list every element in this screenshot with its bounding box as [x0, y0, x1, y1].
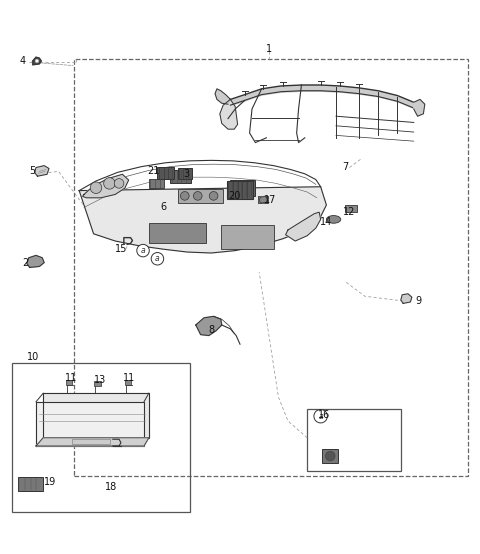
Circle shape	[90, 182, 102, 193]
Text: 5: 5	[29, 166, 36, 176]
Text: 10: 10	[26, 352, 39, 362]
Text: 11: 11	[65, 373, 77, 383]
Circle shape	[104, 178, 115, 189]
Bar	[157, 167, 174, 179]
Text: 18: 18	[105, 482, 118, 493]
Text: a: a	[141, 246, 145, 255]
Bar	[221, 225, 274, 249]
Circle shape	[137, 244, 149, 257]
Circle shape	[325, 452, 335, 461]
Text: 8: 8	[208, 325, 214, 335]
Bar	[170, 170, 191, 183]
Text: 6: 6	[160, 202, 166, 212]
Bar	[322, 449, 338, 463]
Polygon shape	[36, 402, 144, 446]
Bar	[345, 204, 357, 212]
Polygon shape	[79, 187, 326, 253]
Bar	[12, 363, 190, 512]
Bar	[230, 180, 255, 196]
Text: 17: 17	[264, 195, 276, 205]
Polygon shape	[286, 212, 321, 241]
Text: a: a	[318, 412, 323, 420]
Circle shape	[35, 59, 39, 63]
Circle shape	[314, 409, 327, 423]
Polygon shape	[259, 196, 268, 203]
Text: 19: 19	[44, 478, 57, 488]
Text: 14: 14	[320, 217, 333, 227]
Circle shape	[193, 192, 202, 200]
Bar	[178, 189, 223, 203]
Ellipse shape	[326, 216, 341, 223]
Bar	[125, 379, 131, 384]
Text: 21: 21	[147, 166, 160, 176]
Bar	[178, 168, 192, 178]
Polygon shape	[401, 294, 412, 304]
Bar	[149, 223, 206, 243]
Polygon shape	[414, 99, 425, 116]
Text: 13: 13	[94, 375, 106, 385]
Bar	[307, 409, 401, 471]
Text: 7: 7	[342, 162, 349, 172]
Polygon shape	[215, 89, 230, 104]
Text: a: a	[155, 254, 160, 263]
Circle shape	[114, 178, 124, 188]
Text: 15: 15	[115, 244, 127, 254]
Text: 4: 4	[20, 56, 26, 66]
Text: 1: 1	[266, 44, 272, 54]
Polygon shape	[43, 393, 149, 438]
Text: 12: 12	[343, 207, 356, 217]
Text: 11: 11	[122, 373, 135, 383]
Circle shape	[209, 192, 218, 200]
Text: 16: 16	[318, 410, 331, 420]
Bar	[18, 477, 43, 491]
Bar	[149, 178, 164, 188]
Polygon shape	[220, 99, 238, 129]
Polygon shape	[196, 316, 222, 336]
Text: 3: 3	[183, 169, 189, 179]
Polygon shape	[36, 438, 149, 446]
Text: 20: 20	[228, 191, 240, 201]
Circle shape	[151, 253, 164, 265]
Text: 9: 9	[416, 296, 421, 306]
Bar	[94, 381, 101, 387]
Polygon shape	[35, 166, 49, 176]
Polygon shape	[27, 255, 44, 268]
Text: 2: 2	[22, 258, 28, 268]
Bar	[258, 196, 268, 203]
Bar	[66, 379, 72, 384]
Bar	[227, 181, 253, 199]
Polygon shape	[33, 57, 41, 65]
Circle shape	[180, 192, 189, 200]
Polygon shape	[83, 175, 129, 198]
Bar	[72, 439, 110, 444]
Bar	[74, 59, 468, 476]
